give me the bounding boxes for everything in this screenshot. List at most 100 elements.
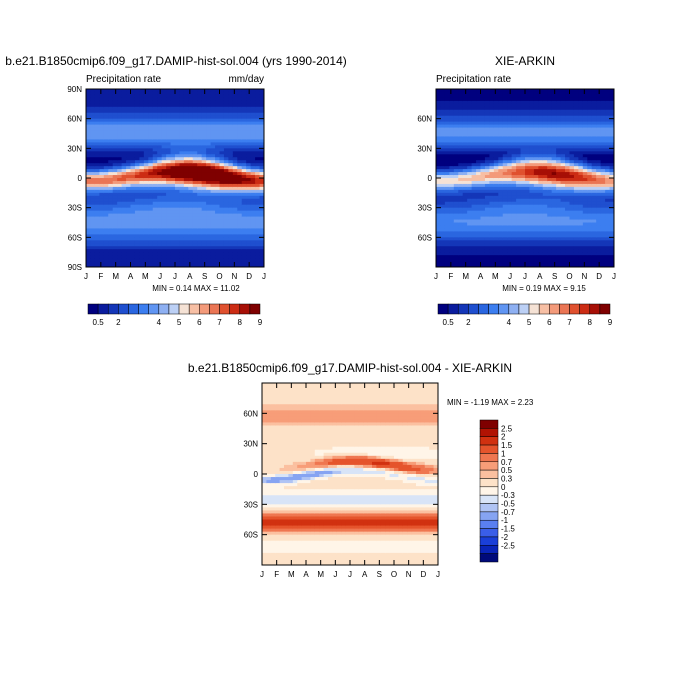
model-cell [188,112,194,117]
obs-cell [516,198,522,203]
obs-cell [458,112,464,117]
obs-cell [511,148,517,152]
obs-cell [453,198,459,203]
obs-cell [444,91,450,96]
obs-cell [565,234,571,238]
obs-cell [605,252,611,256]
obs-cell [605,183,611,188]
model-cell [126,183,132,188]
obs-cell [551,180,557,185]
model-cell [94,169,100,173]
model-cell [201,192,207,197]
obs-cell [605,246,611,250]
obs-cell [569,91,575,96]
model-cell [112,109,118,114]
model-cell [183,243,189,247]
obs-cell [480,207,486,212]
model-cell [210,109,216,114]
model-cell [175,243,181,247]
model-cell [237,234,243,238]
model-cell [241,180,247,185]
model-cell [121,175,127,179]
obs-cell [520,180,526,185]
model-cell [161,133,167,138]
colorbar-swatch [599,303,611,315]
obs-cell [605,121,611,126]
model-cell [112,183,118,188]
obs-cell [449,172,455,176]
obs-cell [538,163,544,167]
model-cell [117,163,123,167]
obs-cell [582,89,588,93]
x-tick-label: J [523,272,527,281]
model-cell [188,106,194,111]
obs-cell [489,195,495,200]
obs-cell [471,166,477,170]
obs-cell [462,160,468,164]
obs-cell [533,195,539,200]
obs-cell [440,94,446,99]
model-cell [250,192,256,197]
model-cell [223,243,229,247]
model-cell [143,115,149,120]
model-cell [255,115,261,120]
obs-cell [476,112,482,117]
model-cell [139,118,145,123]
obs-cell [467,121,473,126]
obs-cell [453,192,459,197]
obs-cell [542,228,548,232]
model-cell [139,139,145,143]
obs-cell [538,175,544,179]
model-cell [206,186,212,191]
model-cell [215,178,221,182]
model-cell [197,124,203,129]
model-cell [175,204,181,209]
obs-cell [591,151,597,155]
obs-cell [591,201,597,206]
obs-cell [551,130,557,135]
model-cell [117,89,123,93]
model-cell [259,255,264,259]
colorbar-swatch [209,303,220,315]
obs-cell [525,148,531,152]
model-cell [228,112,234,117]
model-cell [157,112,163,117]
obs-cell [542,246,548,250]
obs-cell [582,198,588,203]
model-cell [237,124,243,129]
model-cell [134,231,140,235]
obs-cell [462,133,468,138]
obs-cell [444,130,450,135]
model-cell [157,219,163,224]
model-cell [90,192,96,197]
model-cell [112,186,118,191]
model-cell [161,195,167,200]
obs-cell [498,246,504,250]
obs-cell [493,112,499,117]
obs-cell [560,204,566,209]
obs-cell [489,237,495,241]
obs-cell [573,258,579,262]
model-cell [139,261,145,265]
obs-cell [538,234,544,238]
obs-cell [480,106,486,111]
obs-cell [600,252,606,256]
obs-cell [542,97,548,102]
model-cell [139,100,145,105]
obs-cell [556,139,562,143]
model-cell [134,145,140,149]
model-cell [175,180,181,185]
model-cell [90,228,96,232]
model-cell [219,175,225,179]
model-cell [179,166,185,170]
obs-cell [582,255,588,259]
obs-cell [467,157,473,161]
obs-cell [476,89,482,93]
obs-cell [444,183,450,188]
obs-cell [484,175,490,179]
obs-cell [453,180,459,185]
obs-cell [565,237,571,241]
obs-cell [587,121,593,126]
model-cell [170,255,176,259]
obs-cell [551,97,557,102]
